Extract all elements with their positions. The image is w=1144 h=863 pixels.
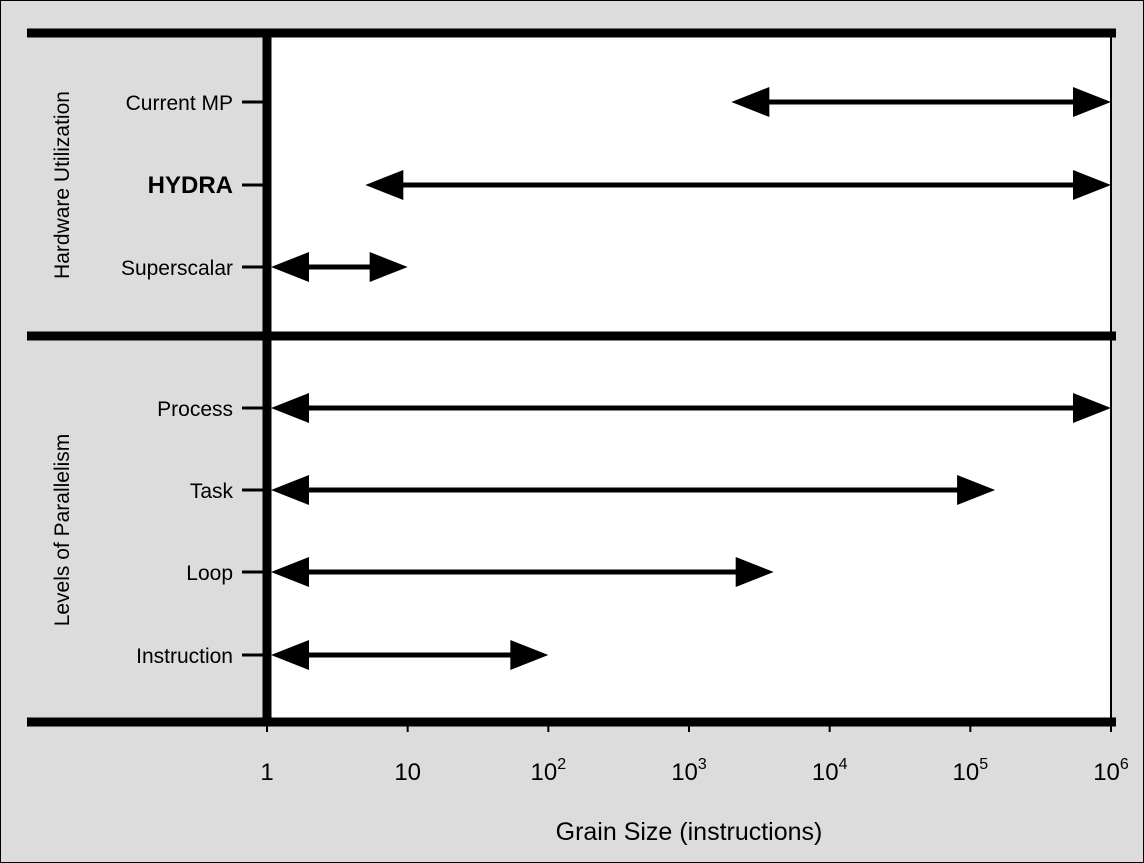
x-tick-base: 10 — [671, 759, 698, 786]
range-arrow-left — [731, 87, 770, 117]
range-arrow-left — [271, 475, 309, 505]
group-title: Levels of Parallelism — [51, 434, 74, 627]
x-tick-base: 1 — [260, 759, 273, 786]
x-tick-exponent: 2 — [557, 756, 566, 773]
x-tick-exponent: 3 — [698, 756, 707, 773]
x-tick-base: 10 — [1093, 759, 1120, 786]
range-arrow-right — [957, 475, 996, 505]
range-arrow-right — [1073, 170, 1111, 200]
x-tick-base: 10 — [394, 759, 421, 786]
x-tick-label: 103 — [671, 756, 707, 786]
x-tick-base: 10 — [953, 759, 980, 786]
range-arrow-right — [735, 557, 774, 587]
range-arrow-left — [271, 557, 309, 587]
x-tick-exponent: 5 — [979, 756, 988, 773]
x-tick-label: 104 — [812, 756, 848, 786]
x-axis-title: Grain Size (instructions) — [556, 818, 823, 846]
x-tick-base: 10 — [812, 759, 839, 786]
row-label: Instruction — [136, 645, 233, 668]
range-arrow-left — [271, 393, 309, 423]
range-arrow-right — [369, 252, 408, 282]
row-label: Current MP — [126, 92, 233, 115]
range-arrow-right — [1073, 393, 1111, 423]
x-tick-exponent: 6 — [1120, 756, 1129, 773]
group-title: Hardware Utilization — [51, 91, 74, 279]
range-arrow-right — [510, 640, 549, 670]
x-tick-label: 105 — [953, 756, 989, 786]
plot-area — [267, 33, 1111, 722]
range-arrow-left — [271, 640, 309, 670]
row-label: Loop — [186, 562, 233, 585]
x-tick-label: 10 — [394, 759, 421, 786]
x-tick-base: 10 — [531, 759, 558, 786]
x-tick-label: 1 — [260, 759, 273, 786]
row-label: Process — [157, 398, 233, 421]
row-label: Task — [190, 480, 234, 503]
range-arrow-right — [1073, 87, 1111, 117]
x-tick-label: 106 — [1093, 756, 1129, 786]
range-arrow-left — [271, 252, 309, 282]
x-tick-exponent: 4 — [839, 756, 848, 773]
row-label: Superscalar — [121, 257, 233, 280]
row-label: HYDRA — [148, 172, 233, 199]
range-arrow-left — [365, 170, 404, 200]
x-tick-label: 102 — [531, 756, 567, 786]
